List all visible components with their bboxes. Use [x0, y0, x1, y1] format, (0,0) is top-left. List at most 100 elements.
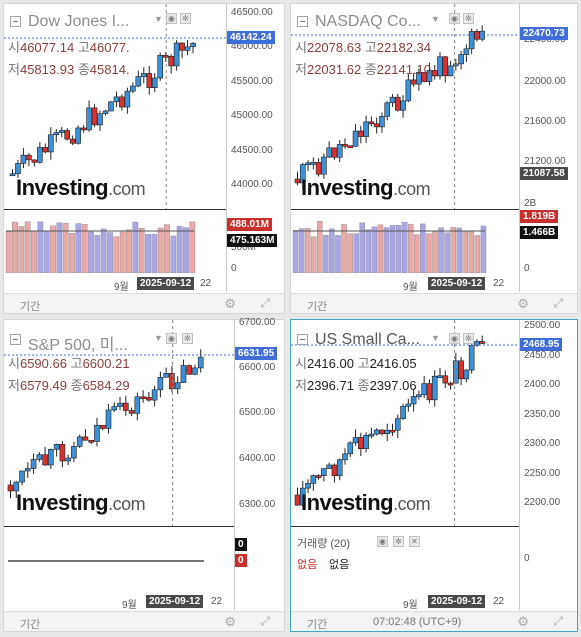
volume-bar — [31, 230, 37, 273]
price-plot-sp500[interactable] — [4, 320, 236, 526]
settings-icon[interactable]: ✲ — [463, 333, 474, 344]
candle — [180, 365, 187, 383]
settings-icon[interactable]: ✲ — [180, 13, 191, 24]
chevron-down-icon[interactable]: ▼ — [154, 333, 163, 343]
volume-plot-nasdaq[interactable] — [291, 211, 519, 273]
gear-icon[interactable]: ⚙ — [224, 296, 236, 311]
volume-bar — [43, 231, 50, 273]
eye-icon[interactable]: ◉ — [166, 13, 177, 24]
last-price-tag: 46142.24 — [227, 31, 275, 44]
candle — [47, 134, 54, 153]
investing-logo: Investing.com — [301, 175, 431, 200]
chart-panel-sp500: 6700.00 6600.00 6500.00 6400.00 6300.00 … — [3, 317, 285, 632]
volume-bar — [12, 221, 18, 273]
gear-icon[interactable]: ⚙ — [517, 614, 529, 629]
candle — [99, 424, 106, 429]
candle — [437, 375, 443, 379]
candle — [48, 448, 54, 466]
candle — [140, 396, 146, 400]
volume-bar — [420, 223, 426, 273]
volume-bar — [335, 235, 341, 273]
chevron-down-icon[interactable]: ▼ — [154, 14, 163, 24]
price-axis[interactable]: 46500.00 46000.00 45500.00 45000.00 4450… — [226, 4, 284, 292]
x-month-label: 9월 — [403, 600, 418, 611]
chevron-down-icon[interactable]: ▼ — [431, 333, 440, 343]
volume-bar — [94, 235, 101, 273]
chevron-down-icon[interactable]: ▼ — [431, 14, 440, 24]
candle — [368, 433, 375, 437]
candle — [347, 442, 354, 455]
close-icon[interactable]: ✕ — [409, 536, 420, 547]
volume-bar — [456, 227, 462, 273]
gear-icon[interactable]: ⚙ — [224, 614, 236, 629]
eye-icon[interactable]: ◉ — [166, 333, 177, 344]
candle — [59, 444, 66, 462]
volume-bar — [88, 231, 94, 273]
volume-tag: 475.163M — [227, 234, 278, 247]
candle — [80, 127, 87, 131]
candle — [71, 446, 77, 459]
candle — [91, 107, 98, 126]
volume-plot-sp500[interactable] — [4, 528, 236, 588]
candle — [163, 373, 169, 378]
price-plot-dow[interactable] — [4, 4, 228, 210]
price-plot-nasdaq[interactable] — [291, 4, 519, 210]
candle — [326, 464, 332, 469]
period-label[interactable]: 기간 — [20, 619, 41, 631]
volume-plot-dow[interactable] — [4, 211, 228, 273]
settings-icon[interactable]: ✲ — [182, 333, 193, 344]
candle — [379, 116, 385, 128]
volume-bar — [164, 224, 170, 273]
expand-icon[interactable]: ⤢ — [553, 296, 563, 310]
candle — [315, 162, 322, 175]
x-label: 22 — [493, 278, 505, 289]
collapse-icon[interactable] — [297, 334, 308, 345]
eye-icon[interactable]: ◉ — [377, 536, 388, 547]
price-axis[interactable]: 6700.00 6600.00 6500.00 6400.00 6300.00 … — [234, 317, 284, 610]
volume-bar — [176, 225, 183, 273]
volume-tag: 488.01M — [227, 218, 272, 231]
collapse-icon[interactable] — [10, 334, 21, 345]
price-axis[interactable]: 2500.00 2450.00 2400.00 2350.00 2300.00 … — [519, 320, 577, 610]
eye-icon[interactable]: ◉ — [449, 333, 460, 344]
volume-bar — [347, 233, 353, 273]
period-label[interactable]: 기간 — [307, 301, 328, 313]
price-axis[interactable]: 22400.00 22000.00 21600.00 21200.00 2247… — [519, 4, 577, 292]
candle — [86, 107, 92, 131]
chart-footer: 기간 07:02:48 (UTC+9) ⚙ ⤢ — [291, 611, 577, 631]
candle — [405, 403, 412, 407]
volume-bar — [450, 227, 456, 273]
x-date-label: 2025-09-12 — [428, 595, 486, 608]
collapse-icon[interactable] — [297, 16, 308, 27]
ohlc-row-1: 시46077.14 고46077. — [8, 40, 130, 55]
candle — [326, 147, 332, 158]
period-label[interactable]: 기간 — [307, 619, 328, 631]
candle — [26, 154, 32, 161]
candle — [186, 365, 193, 375]
candle — [75, 127, 81, 144]
settings-icon[interactable]: ✲ — [463, 13, 474, 24]
candle — [64, 130, 71, 140]
volume-bar — [119, 231, 126, 273]
candle — [458, 360, 464, 380]
volume-bar — [371, 226, 378, 273]
settings-icon[interactable]: ✲ — [393, 536, 404, 547]
candle — [463, 369, 470, 380]
candle — [190, 42, 196, 48]
candle — [197, 356, 204, 369]
expand-icon[interactable]: ⤢ — [260, 614, 270, 628]
collapse-icon[interactable] — [10, 16, 21, 27]
gear-icon[interactable]: ⚙ — [517, 296, 529, 311]
volume-bar — [468, 231, 475, 273]
candle — [315, 475, 322, 478]
volume-bar — [292, 230, 299, 273]
price-plot-small-cap[interactable] — [291, 320, 519, 526]
candle — [305, 483, 311, 489]
expand-icon[interactable]: ⤢ — [260, 296, 270, 310]
candle — [37, 147, 43, 163]
candle — [42, 147, 49, 153]
candle — [321, 468, 327, 477]
period-label[interactable]: 기간 — [20, 301, 41, 313]
eye-icon[interactable]: ◉ — [449, 13, 460, 24]
expand-icon[interactable]: ⤢ — [553, 614, 563, 628]
